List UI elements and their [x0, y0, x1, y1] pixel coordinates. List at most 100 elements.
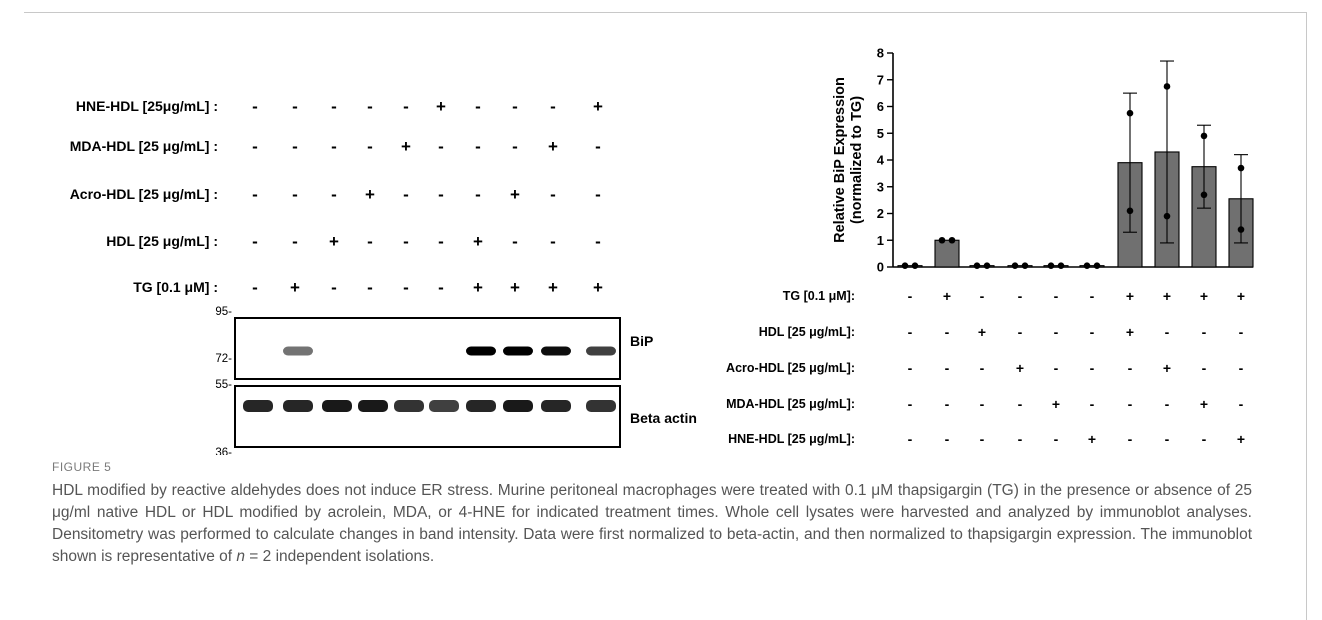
blot-band: [358, 400, 388, 412]
bar: [1079, 265, 1105, 268]
y-tick-label: 6: [877, 99, 884, 114]
chart-condition-sign: +: [978, 324, 986, 340]
blot-band: [243, 400, 273, 412]
chart-condition-sign: -: [1090, 360, 1095, 376]
blot-condition-label: Acro-HDL [25 μg/mL] :: [70, 186, 218, 202]
chart-condition-sign: -: [945, 324, 950, 340]
immunoblot: HNE-HDL [25μg/mL] : - - - - - + - - - + MDA-HDL [25…: [70, 97, 697, 455]
chart-condition-sign: +: [1016, 360, 1024, 376]
chart-condition-sign: -: [1128, 431, 1133, 447]
bar: [934, 239, 960, 268]
chart-condition-sign: +: [1237, 431, 1245, 447]
data-point: [1237, 164, 1245, 172]
y-tick-label: 7: [877, 72, 884, 87]
data-point: [973, 262, 981, 269]
data-point: [1011, 262, 1019, 269]
bar: [1007, 265, 1033, 268]
blot-condition-sign: +: [473, 232, 483, 251]
chart-condition-sign: -: [1090, 324, 1095, 340]
chart-condition-sign: -: [1128, 360, 1133, 376]
blot-condition-sign: -: [550, 97, 556, 116]
chart-condition-sign: -: [908, 360, 913, 376]
data-point: [1126, 207, 1134, 215]
blot-condition-sign: -: [403, 278, 409, 297]
data-point: [1093, 262, 1101, 269]
chart-condition-sign: -: [1165, 431, 1170, 447]
chart-condition-sign: -: [1202, 431, 1207, 447]
bar: [969, 265, 995, 268]
y-tick-label: 4: [877, 153, 885, 168]
chart-condition-sign: +: [1126, 324, 1134, 340]
blot-condition-sign: -: [438, 232, 444, 251]
chart-condition-sign: -: [945, 431, 950, 447]
blot-condition-sign: -: [512, 232, 518, 251]
chart-condition-sign: -: [908, 431, 913, 447]
mw-marker: 55-: [215, 379, 232, 391]
chart-condition-sign: -: [1054, 360, 1059, 376]
data-point: [901, 262, 909, 269]
blot-condition-sign: -: [252, 278, 258, 297]
chart-condition-sign: +: [943, 288, 951, 304]
y-tick-label: 8: [877, 46, 884, 61]
blot-condition-sign: +: [290, 278, 300, 297]
blot-band: [283, 346, 313, 356]
mw-marker: 95-: [215, 306, 232, 318]
data-point: [1057, 262, 1065, 269]
chart-condition-sign: -: [908, 396, 913, 412]
blot-band: [586, 400, 616, 412]
blot-band: [429, 400, 459, 412]
blot-condition-sign: -: [331, 137, 337, 156]
chart-condition-sign: -: [1202, 324, 1207, 340]
chart-condition-label: TG [0.1 μM]:: [783, 289, 855, 303]
blot-condition-sign: -: [367, 97, 373, 116]
chart-condition-label: Acro-HDL [25 μg/mL]:: [726, 361, 855, 375]
blot-condition-label: HDL [25 μg/mL] :: [106, 233, 218, 249]
chart-condition-sign: -: [1018, 396, 1023, 412]
bar: [1043, 265, 1069, 268]
chart-condition-sign: -: [1202, 360, 1207, 376]
blot-band: [541, 400, 571, 412]
chart-condition-sign: -: [1239, 360, 1244, 376]
bar: [1191, 166, 1217, 268]
chart-condition-sign: +: [1200, 396, 1208, 412]
data-point: [1200, 132, 1208, 140]
blot-condition-sign: -: [475, 137, 481, 156]
blot-condition-label: MDA-HDL [25 μg/mL] :: [70, 138, 218, 154]
blot-condition-sign: -: [292, 97, 298, 116]
blot-band: [541, 346, 571, 356]
chart-condition-sign: -: [908, 324, 913, 340]
blot-condition-sign: +: [510, 185, 520, 204]
chart-condition-sign: -: [980, 288, 985, 304]
blot-condition-sign: -: [512, 97, 518, 116]
blot-condition-sign: +: [548, 137, 558, 156]
chart-condition-sign: -: [980, 431, 985, 447]
blot-condition-sign: -: [252, 97, 258, 116]
blot-condition-sign: -: [292, 137, 298, 156]
blot-condition-sign: +: [401, 137, 411, 156]
blot-condition-sign: +: [548, 278, 558, 297]
chart-condition-sign: -: [980, 360, 985, 376]
data-point: [1163, 83, 1171, 90]
y-tick-label: 3: [877, 179, 884, 194]
chart-condition-sign: -: [1128, 396, 1133, 412]
chart-condition-sign: -: [1018, 324, 1023, 340]
bar-chart: 0 1 2 3 4 5 6 7 8 Relative BiP Expression(normali…: [726, 46, 1254, 447]
blot-condition-sign: -: [550, 232, 556, 251]
blot-condition-sign: -: [403, 97, 409, 116]
blot-condition-sign: -: [252, 185, 258, 204]
blot-condition-sign: -: [403, 232, 409, 251]
blot-condition-sign: +: [365, 185, 375, 204]
caption-text: HDL modified by reactive aldehydes does …: [52, 482, 1252, 565]
data-point: [1126, 109, 1134, 117]
blot-protein-label: BiP: [630, 333, 653, 349]
chart-condition-sign: -: [1239, 324, 1244, 340]
blot-band: [394, 400, 424, 412]
chart-condition-sign: -: [1165, 324, 1170, 340]
blot-condition-label: HNE-HDL [25μg/mL] :: [76, 98, 218, 114]
chart-condition-sign: +: [1052, 396, 1060, 412]
chart-condition-sign: -: [1090, 396, 1095, 412]
blot-condition-sign: -: [438, 137, 444, 156]
chart-condition-sign: -: [945, 396, 950, 412]
blot-condition-label: TG [0.1 μM] :: [133, 279, 218, 295]
chart-condition-sign: -: [908, 288, 913, 304]
